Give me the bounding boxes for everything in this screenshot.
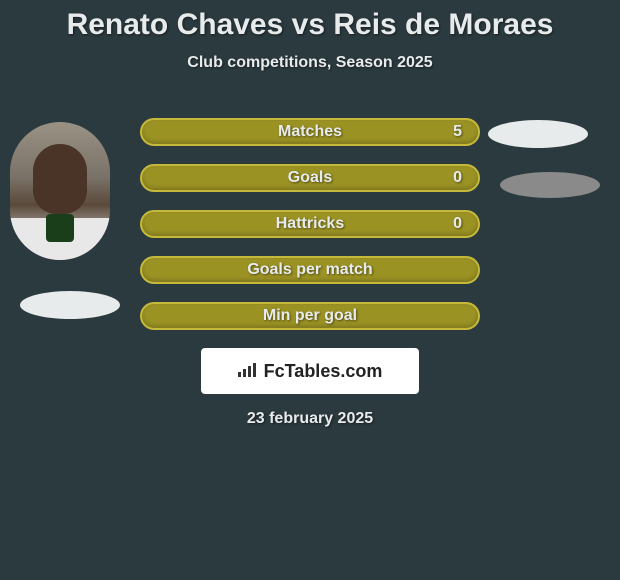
stat-bar-value: 5 [453, 123, 462, 141]
stat-bar-wrap: Hattricks 0 [140, 210, 480, 238]
logo-chart-icon [238, 363, 258, 379]
stat-bar-label: Min per goal [263, 307, 357, 325]
stat-bar: Matches 5 [140, 118, 480, 146]
subtitle: Club competitions, Season 2025 [0, 54, 620, 72]
stat-bar: Goals 0 [140, 164, 480, 192]
decorative-ellipse-right-top [488, 120, 588, 148]
stat-bar-wrap: Matches 5 [140, 118, 480, 146]
infographic-date: 23 february 2025 [0, 410, 620, 428]
content-area: Matches 5 Goals 0 Hattricks 0 Goals per match M… [0, 102, 620, 428]
logo-text: FcTables.com [264, 361, 383, 382]
player-avatar [10, 122, 110, 260]
logo-box: FcTables.com [201, 348, 419, 394]
avatar-face [33, 144, 87, 214]
avatar-collar [46, 214, 74, 242]
stat-bar-label: Goals per match [247, 261, 372, 279]
infographic-container: Renato Chaves vs Reis de Moraes Club com… [0, 0, 620, 428]
decorative-ellipse-right-bottom [500, 172, 600, 198]
stat-bar-value: 0 [453, 169, 462, 187]
page-title: Renato Chaves vs Reis de Moraes [0, 8, 620, 42]
stat-bar-wrap: Goals per match [140, 256, 480, 284]
stat-bar-value: 0 [453, 215, 462, 233]
stat-bar-label: Matches [278, 123, 342, 141]
stat-bar-wrap: Goals 0 [140, 164, 480, 192]
stat-bar-label: Goals [288, 169, 332, 187]
decorative-ellipse-left [20, 291, 120, 319]
stat-bar-label: Hattricks [276, 215, 344, 233]
stats-bars: Matches 5 Goals 0 Hattricks 0 Goals per match M… [140, 102, 480, 330]
stat-bar-wrap: Min per goal [140, 302, 480, 330]
stat-bar: Goals per match [140, 256, 480, 284]
stat-bar: Hattricks 0 [140, 210, 480, 238]
stat-bar: Min per goal [140, 302, 480, 330]
